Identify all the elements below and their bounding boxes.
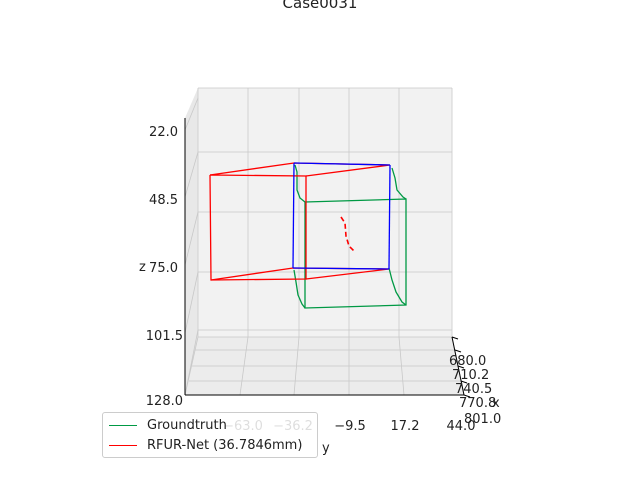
x-tick-label: 710.2 (452, 368, 489, 383)
legend-label-groundtruth: Groundtruth (147, 417, 227, 433)
x-tick-mark (457, 365, 465, 369)
z-tick-label: 128.0 (146, 394, 183, 409)
x-tick-label: 801.0 (464, 412, 501, 427)
wireframe-boxes (209, 162, 407, 309)
y-tick-label: 44.0 (447, 419, 476, 434)
legend-label-prediction: RFUR-Net (36.7846mm) (147, 437, 303, 453)
z-axis-label: z (139, 260, 146, 275)
legend-swatch-groundtruth (109, 424, 137, 426)
grid-line-left-2 (184, 211, 199, 266)
pred-centerline (340, 216, 356, 253)
x-tick-mark (454, 349, 462, 353)
z-tick-label: 75.0 (149, 261, 178, 276)
x-tick-mark (460, 380, 468, 384)
gt-box-edge-right-low (388, 267, 407, 306)
gt-box-edge-left (294, 164, 306, 203)
grid-line-left-1 (184, 151, 199, 198)
legend: Groundtruth RFUR-Net (36.7846mm) (102, 412, 318, 458)
x-tick-label: 740.5 (455, 382, 492, 397)
overlap-box-left (292, 162, 295, 269)
x-tick-label: 770.8 (459, 396, 496, 411)
grid-lines (184, 87, 465, 396)
overlap-box-top (293, 162, 391, 166)
y-axis-label: y (322, 441, 330, 456)
overlap-box-bottom (292, 267, 390, 270)
x-tick-mark (451, 336, 459, 340)
y-tick-label: 17.2 (391, 419, 420, 434)
chart-title: Case0031 (283, 0, 358, 12)
gt-box-edge-left-low (293, 269, 306, 309)
x-axis-label: x (492, 396, 500, 411)
axes-panes (185, 88, 464, 395)
y-tick-label: −9.5 (334, 419, 366, 434)
grid-line-floor-d-0 (184, 336, 199, 396)
legend-swatch-prediction (109, 444, 137, 446)
z-tick-label: 48.5 (149, 193, 178, 208)
legend-item-groundtruth: Groundtruth (109, 415, 311, 435)
z-tick-label: 101.5 (146, 329, 183, 344)
back-pane (198, 88, 452, 337)
grid-line-left-3 (184, 271, 199, 334)
legend-item-prediction: RFUR-Net (36.7846mm) (109, 435, 311, 455)
x-tick-mark (463, 394, 471, 398)
z-tick-label: 22.0 (149, 125, 178, 140)
grid-line-left-0 (184, 97, 199, 131)
x-tick-label: 680.0 (449, 354, 486, 369)
gt-box-edge-right (391, 167, 407, 200)
overlap-box-right (388, 164, 391, 270)
